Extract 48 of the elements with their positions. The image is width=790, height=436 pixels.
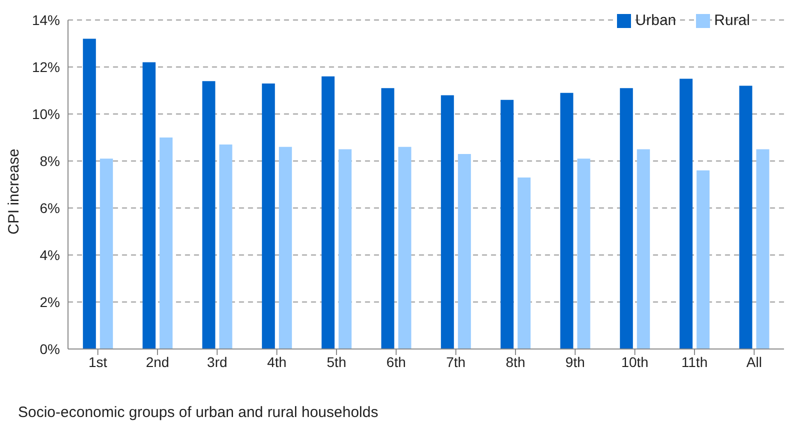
x-tick-label: 7th: [446, 354, 466, 370]
bar: [398, 146, 412, 349]
bar: [262, 83, 275, 349]
bar: [219, 144, 232, 349]
legend-label: Rural: [714, 12, 750, 29]
y-axis-title: CPI increase: [5, 148, 22, 234]
x-tick-label: 10th: [621, 354, 648, 370]
y-tick-label: 10%: [32, 106, 60, 122]
x-tick-label: 9th: [565, 354, 585, 370]
bar: [696, 170, 710, 349]
x-tick-label: 8th: [506, 354, 526, 370]
x-tick-label: 11th: [681, 354, 708, 370]
bar: [458, 154, 471, 349]
x-tick-label: 2nd: [146, 354, 170, 370]
bar: [82, 38, 96, 349]
y-tick-label: 4%: [40, 246, 60, 263]
y-tick-label: 2%: [40, 294, 60, 310]
bar: [100, 158, 113, 349]
bar: [680, 78, 693, 349]
x-tick-label: 3rd: [207, 354, 228, 370]
x-tick-label: 6th: [386, 354, 406, 370]
bar: [500, 100, 514, 349]
bar: [577, 158, 590, 349]
bar: [160, 138, 173, 349]
bar: [739, 86, 752, 349]
bar: [381, 88, 394, 349]
y-tick-label: 12%: [32, 58, 60, 75]
x-tick-label: 1st: [88, 354, 108, 370]
y-tick-label: 8%: [40, 152, 60, 169]
y-tick-label: 6%: [40, 200, 60, 216]
y-tick-label: 0%: [40, 340, 60, 357]
bar: [278, 146, 292, 349]
bar: [142, 62, 156, 349]
legend-label: Urban: [635, 12, 676, 29]
bar: [620, 88, 633, 349]
x-axis-title: Socio-economic groups of urban and rural households: [18, 404, 378, 421]
bar: [202, 81, 216, 349]
bar: [560, 92, 574, 349]
bar: [322, 76, 335, 349]
y-tick-label: 14%: [32, 12, 60, 28]
bar: [440, 95, 454, 349]
x-tick-label: 5th: [326, 354, 346, 370]
bar: [518, 177, 531, 349]
x-tick-label: 4th: [267, 354, 287, 370]
bar: [338, 149, 352, 349]
bar: [756, 149, 770, 349]
bar: [636, 149, 650, 349]
x-tick-label: All: [746, 354, 762, 370]
